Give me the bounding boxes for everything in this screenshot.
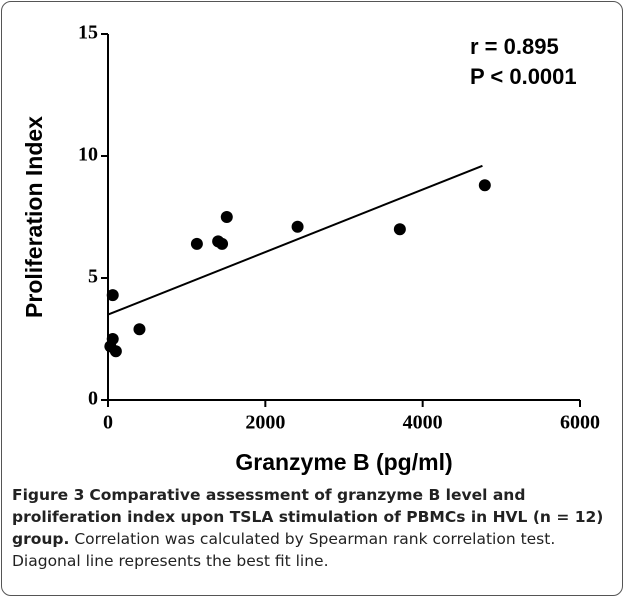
x-tick-label: 4000 bbox=[403, 412, 443, 434]
caption-title: Comparative assessment of granzyme B lev… bbox=[12, 486, 604, 548]
point bbox=[478, 179, 491, 192]
fit-line bbox=[107, 164, 483, 316]
x-tick-label: 6000 bbox=[560, 412, 600, 434]
point bbox=[106, 289, 119, 302]
annotation: P < 0.0001 bbox=[470, 64, 577, 89]
caption-text: Correlation was calculated by Spearman r… bbox=[12, 530, 556, 570]
point bbox=[393, 223, 406, 236]
point bbox=[190, 237, 203, 250]
y-tick-label: 0 bbox=[88, 388, 98, 410]
point bbox=[216, 237, 229, 250]
point bbox=[291, 220, 304, 233]
annotation: r = 0.895 bbox=[470, 34, 559, 59]
caption-label: Figure 3 bbox=[12, 486, 85, 504]
x-axis-label: Granzyme B (pg/ml) bbox=[235, 449, 452, 475]
point bbox=[133, 323, 146, 336]
point bbox=[109, 345, 122, 358]
point bbox=[220, 211, 233, 223]
chart: Granzyme B (pg/ml) Proliferation Index r… bbox=[21, 22, 600, 475]
x-tick-label: 0 bbox=[103, 412, 113, 434]
y-axis-label: Proliferation Index bbox=[21, 116, 47, 318]
caption: Figure 3 Comparative assessment of granz… bbox=[12, 484, 612, 572]
y-tick-label: 15 bbox=[78, 22, 98, 44]
x-tick-label: 2000 bbox=[245, 412, 285, 434]
y-tick-label: 10 bbox=[78, 144, 98, 166]
y-tick-label: 5 bbox=[88, 266, 98, 288]
